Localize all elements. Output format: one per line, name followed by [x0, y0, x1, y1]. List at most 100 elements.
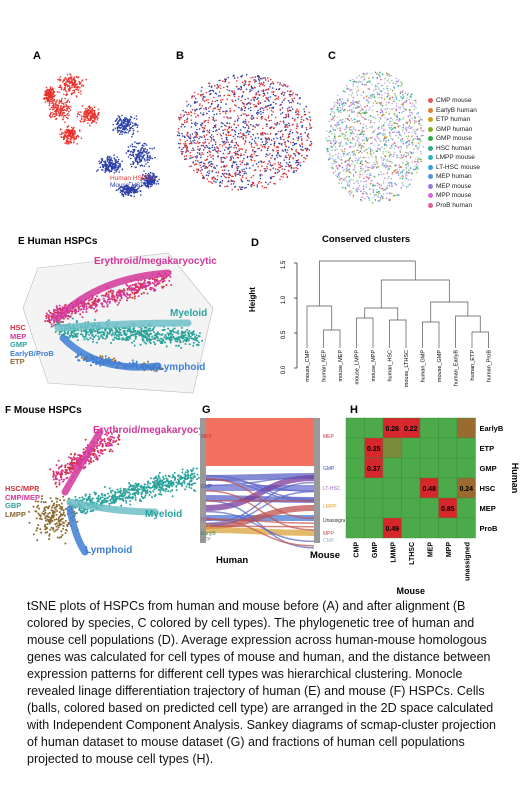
dendrogram-tick-label: 0.5	[281, 330, 287, 339]
heatmap-row-label: ETP	[480, 444, 495, 453]
e-lym-arrow	[59, 334, 162, 371]
panel-e: E Human HSPCs Erythroid/megakaryocytic M…	[10, 236, 217, 396]
legend-c-item: CMP mouse	[428, 96, 480, 106]
heatmap-cell	[419, 497, 439, 519]
heatmap-cell	[345, 417, 365, 439]
panel-f: F Mouse HSPCs Erythroid/megakaryocytic M…	[5, 405, 216, 575]
legend-c-item: ETP human	[428, 115, 480, 125]
heatmap-cell	[419, 517, 439, 539]
e-mye-arrow	[54, 319, 192, 332]
e-myeloid-label: Myeloid	[170, 308, 208, 319]
heatmap-cell	[419, 437, 439, 459]
legend-c-label: ProB human	[436, 201, 473, 209]
legend-human: Human HSPCs	[110, 175, 155, 182]
sankey-flow-thin	[205, 474, 315, 501]
legend-c-label: HSC human	[436, 144, 472, 152]
dendrogram-ylabel: Height	[248, 287, 257, 312]
panel-e-title: Human HSPCs	[27, 236, 98, 247]
heatmap-cell	[438, 417, 458, 439]
heatmap-cell	[345, 517, 365, 539]
dendrogram-branch	[323, 329, 341, 348]
sankey-right-label: CMP	[323, 538, 335, 544]
panel-f-title: Mouse HSPCs	[13, 405, 82, 416]
legend-dot	[428, 155, 433, 161]
dendrogram-branch	[389, 319, 407, 348]
sankey-right-label: MEP	[323, 434, 335, 440]
dendrogram-branch	[422, 321, 440, 348]
heatmap-cell	[456, 417, 476, 439]
legend-c-label: CMP mouse	[436, 97, 472, 105]
sankey-flow-thin	[205, 525, 315, 528]
heatmap-row-label: MEP	[480, 504, 496, 513]
legend-c: CMP mouse EarlyB human ETP human GMP human G…	[428, 96, 480, 210]
e-ery-label: Erythroid/megakaryocytic	[94, 256, 217, 267]
legend-c-label: LT-HSC mouse	[436, 163, 480, 171]
f-points	[28, 430, 203, 545]
legend-c-item: MEP human	[428, 172, 480, 182]
dendrogram-leaf-label: mouse_MEP	[338, 350, 344, 382]
dendrogram-branch	[319, 260, 416, 306]
heatmap-cell	[419, 457, 439, 479]
heatmap-cell	[401, 437, 421, 459]
legend-c-label: GMP human	[436, 125, 473, 133]
heatmap-col-label: MPP	[446, 542, 453, 558]
panel-d-letter: D	[251, 237, 259, 249]
panel-h-letter: H	[350, 404, 358, 416]
sankey-flow-thin	[205, 478, 315, 520]
heatmap-cell	[382, 457, 402, 479]
dendrogram-branch	[306, 305, 333, 348]
legend-dot	[428, 193, 433, 199]
legend-dot	[428, 126, 433, 132]
sankey-flow	[205, 505, 315, 529]
tsne-celltype-plot	[325, 71, 425, 204]
dendrogram-leaf-label: human_ProB	[487, 350, 493, 382]
dendrogram-leaf-label: mouse_CMP	[305, 350, 311, 382]
trajectory-legend-label: LMPP	[5, 509, 26, 519]
legend-dot	[428, 183, 433, 189]
legend-dot	[428, 98, 433, 104]
heatmap-value: 0.24	[459, 486, 473, 493]
sankey-left-label: GMP	[201, 484, 213, 490]
trajectory-legend-label: HSC	[10, 323, 26, 332]
heatmap-cell	[438, 517, 458, 539]
sankey-left-label: HSC	[201, 517, 212, 523]
sankey-diagram: MEPGMPHSCETPEarlyBETPMEPGMPLT-HSCLMPPUna…	[200, 418, 345, 549]
panel-g-letter: G	[202, 404, 211, 416]
heatmap-row-label: ProB	[480, 524, 499, 533]
legend-c-item: GMP human	[428, 125, 480, 135]
trajectory-mouse-plot	[28, 428, 203, 556]
trajectory-legend-label: GBP	[5, 501, 22, 510]
heatmap-cell	[382, 477, 402, 499]
dendrogram-branch	[471, 331, 489, 348]
legend-c-item: MEP mouse	[428, 182, 480, 192]
heatmap-cell	[438, 457, 458, 479]
heatmap-cell	[438, 437, 458, 459]
dendrogram-branch	[380, 279, 450, 308]
heatmap-cell	[382, 497, 402, 519]
sankey-left-label: MEP	[201, 434, 213, 440]
panel-c-letter: C	[328, 50, 336, 62]
dendrogram-tick-label: 1.5	[281, 260, 287, 269]
tsne-a-points	[42, 73, 160, 198]
heatmap-col-label: GMP	[372, 542, 379, 558]
sankey-flow	[205, 475, 315, 511]
f-myeloid-label: Myeloid	[145, 509, 183, 520]
heatmap-cell	[382, 437, 402, 459]
trajectory-human-plot	[22, 252, 214, 394]
dendrogram-leaf-label: mouse_GMP	[437, 350, 443, 382]
sankey-right-label: MPP	[323, 531, 335, 537]
f-ery-arrow	[61, 428, 104, 496]
trajectory-legend-label: HSC/MPP	[5, 484, 40, 493]
legend-c-item: ProB human	[428, 201, 480, 211]
heatmap-col-label: MEP	[427, 542, 434, 558]
dendrogram: 1.5 1.0 0.5 0.0 mouse_CMP human_MEP mouse_MEP m…	[281, 260, 493, 387]
legend-c-label: MEP human	[436, 173, 472, 181]
heatmap-row-label: EarlyB	[480, 424, 504, 433]
heatmap-value: 0.22	[404, 426, 418, 433]
f-mye-arrow	[66, 498, 159, 516]
sankey-left-label: ETP	[201, 524, 211, 530]
legend-dot	[428, 145, 433, 151]
heatmap-col-label: CMP	[353, 542, 360, 558]
heatmap-value: 0.49	[385, 526, 399, 533]
dendrogram-leaf-label: mouse_MPP	[371, 350, 377, 382]
